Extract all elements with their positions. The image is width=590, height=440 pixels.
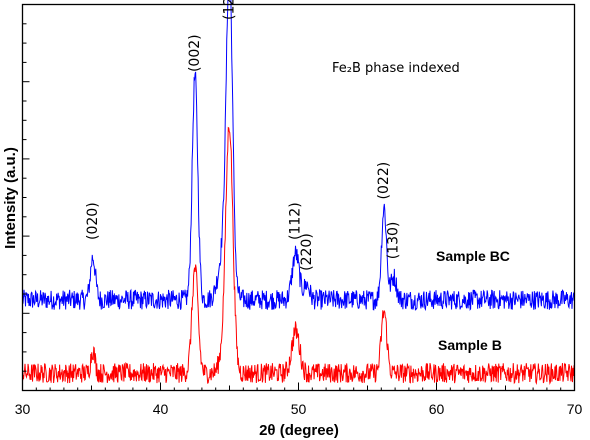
x-tick-label: 60 — [429, 401, 445, 417]
peak-label: (112) — [288, 202, 304, 240]
peak-label: (130) — [386, 222, 402, 260]
peak-label: (002) — [187, 34, 203, 72]
series-label-sample-bc: Sample BC — [436, 248, 510, 264]
peak-labels: (020) (002) (121) (112)(220) (022) (130) — [85, 0, 402, 271]
phase-annotation: Fe₂B phase indexed — [332, 61, 460, 76]
peak-label: (220) — [299, 233, 315, 271]
plot-frame — [21, 3, 576, 392]
x-axis-title: 2θ (degree) — [259, 422, 339, 439]
x-tick-label: 30 — [15, 401, 31, 417]
y-axis-title: Intensity (a.u.) — [2, 147, 19, 249]
series-label-sample-b: Sample B — [438, 337, 502, 353]
x-tick-label: 70 — [567, 401, 583, 417]
series-line-sample-bc — [22, 0, 575, 312]
y-axis-ticks — [22, 23, 30, 372]
x-axis-ticks: 30 40 50 60 70 — [15, 382, 583, 417]
x-tick-label: 40 — [153, 401, 169, 417]
peak-label: (022) — [376, 162, 392, 200]
data-traces — [22, 0, 575, 385]
series-line-sample-b — [22, 126, 575, 385]
peak-label: (121) — [222, 0, 238, 20]
peak-label: (020) — [85, 202, 101, 240]
x-tick-label: 50 — [291, 401, 307, 417]
